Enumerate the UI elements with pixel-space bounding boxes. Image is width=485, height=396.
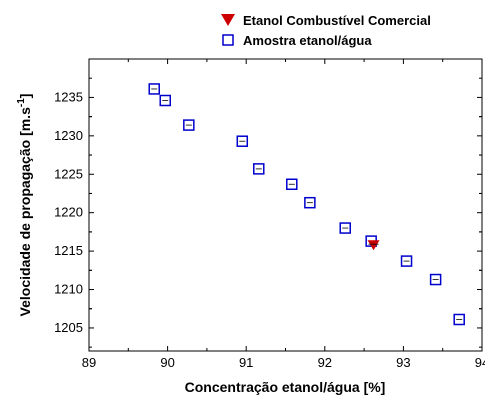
x-tick-label: 91 (239, 355, 253, 370)
data-point-sample (286, 178, 298, 191)
data-point-sample (253, 163, 265, 175)
x-axis: 89 90 91 92 93 94 (82, 59, 485, 370)
x-tick-label: 94 (475, 355, 485, 370)
data-point-sample (400, 255, 413, 267)
x-tick-label: 92 (318, 355, 332, 370)
x-tick-label: 90 (160, 355, 174, 370)
data-point-sample (159, 94, 171, 107)
x-axis-title: Concentração etanol/água [%] (185, 379, 386, 395)
x-tick-label: 93 (396, 355, 410, 370)
y-tick-label: 1220 (54, 205, 83, 220)
x-tick-label: 89 (82, 355, 96, 370)
y-axis-title-end: ] (17, 94, 33, 99)
y-axis: 1205 1210 1215 1220 1225 1230 1235 (54, 77, 482, 348)
y-tick-label: 1205 (54, 320, 83, 335)
data-point-sample (453, 313, 465, 326)
data-point-sample (148, 83, 160, 95)
data-point-sample (339, 222, 351, 234)
y-tick-label: 1210 (54, 282, 83, 297)
data-points (148, 83, 465, 326)
legend: Etanol Combustível Comercial Amostra eta… (221, 13, 431, 48)
y-axis-title: Velocidade de propagação [m.s-1] (16, 94, 33, 317)
legend-label-series-2: Amostra etanol/água (243, 33, 372, 48)
data-point-sample (183, 119, 195, 131)
y-tick-label: 1235 (54, 89, 83, 104)
legend-label-series-1: Etanol Combustível Comercial (243, 13, 431, 28)
data-point-sample (236, 135, 249, 147)
y-tick-label: 1215 (54, 243, 83, 258)
legend-square-marker (222, 34, 234, 46)
plot-frame (88, 58, 483, 352)
legend-triangle-marker (221, 14, 235, 26)
data-point-sample (429, 273, 442, 286)
data-point-commercial (367, 240, 380, 251)
y-axis-title-superscript: -1 (16, 98, 27, 107)
y-tick-label: 1225 (54, 166, 83, 181)
y-tick-label: 1230 (54, 128, 83, 143)
data-point-sample (304, 196, 316, 209)
y-axis-title-main: Velocidade de propagação [m.s (17, 107, 33, 317)
